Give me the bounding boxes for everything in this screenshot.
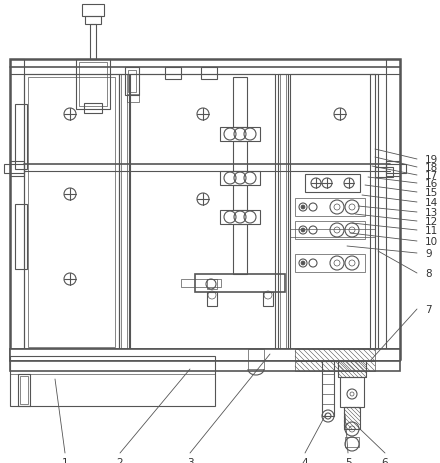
Bar [290, 75, 375, 354]
Polygon shape [344, 407, 360, 429]
Text: 13: 13 [425, 207, 438, 218]
Bar [248, 349, 264, 369]
Bar [338, 361, 366, 377]
Bar [233, 186, 247, 211]
Text: 2: 2 [117, 457, 123, 463]
Bar [295, 255, 365, 272]
Bar [375, 168, 393, 178]
Polygon shape [338, 361, 366, 377]
Bar [10, 361, 400, 371]
Bar [233, 142, 247, 172]
Text: 9: 9 [425, 249, 432, 258]
Bar [338, 361, 366, 377]
Bar [340, 377, 364, 407]
Bar [79, 63, 107, 107]
Bar [76, 60, 110, 110]
Text: 17: 17 [425, 171, 438, 181]
Bar [15, 205, 27, 269]
Bar [195, 275, 285, 292]
Text: 3: 3 [187, 457, 193, 463]
Text: 11: 11 [425, 225, 438, 236]
Circle shape [301, 206, 305, 210]
Bar [119, 75, 129, 349]
Bar [295, 221, 365, 239]
Text: 10: 10 [425, 237, 438, 246]
Bar [10, 356, 215, 406]
Bar [128, 71, 136, 93]
Bar [130, 75, 275, 349]
Bar [344, 407, 360, 429]
Text: 6: 6 [381, 457, 389, 463]
Bar [295, 361, 375, 371]
Text: 12: 12 [425, 217, 438, 226]
Bar [90, 25, 96, 60]
Text: 16: 16 [425, 179, 438, 188]
Text: 15: 15 [425, 188, 438, 198]
Text: 1: 1 [62, 457, 68, 463]
Bar [181, 279, 221, 288]
Bar [322, 361, 334, 416]
Bar [295, 349, 375, 361]
Bar [220, 172, 260, 186]
Bar [370, 75, 378, 364]
Bar [10, 60, 24, 359]
Bar [207, 279, 217, 289]
Bar [10, 349, 400, 361]
Bar [345, 437, 359, 447]
Text: 4: 4 [302, 457, 308, 463]
Text: 8: 8 [425, 269, 432, 278]
Bar [386, 60, 400, 359]
Bar [305, 175, 360, 193]
Bar [15, 105, 27, 169]
Bar [278, 75, 288, 354]
Polygon shape [295, 349, 375, 361]
Text: 19: 19 [425, 155, 438, 165]
Bar [233, 225, 247, 275]
Bar [280, 75, 286, 354]
Bar [386, 162, 400, 176]
Bar [10, 162, 24, 176]
Polygon shape [295, 361, 375, 371]
Bar [28, 78, 115, 347]
Bar [220, 128, 260, 142]
Text: 7: 7 [425, 304, 432, 314]
Bar [18, 374, 30, 406]
Bar [82, 5, 104, 17]
Text: 14: 14 [425, 198, 438, 207]
Bar [263, 292, 273, 307]
Bar [85, 17, 101, 25]
Bar [220, 211, 260, 225]
Bar [127, 95, 139, 103]
Bar [84, 104, 102, 114]
Bar [24, 75, 119, 349]
Text: 18: 18 [425, 163, 438, 173]
Text: 5: 5 [345, 457, 351, 463]
Bar [207, 292, 217, 307]
Bar [386, 165, 406, 174]
Bar [165, 68, 181, 80]
Bar [4, 165, 24, 174]
Bar [295, 199, 365, 217]
Bar [344, 407, 360, 429]
Bar [20, 376, 28, 404]
Bar [290, 230, 375, 238]
Bar [125, 68, 139, 96]
Bar [121, 75, 127, 349]
Bar [10, 60, 400, 359]
Circle shape [301, 229, 305, 232]
Bar [233, 78, 247, 128]
Circle shape [301, 262, 305, 265]
Bar [201, 68, 217, 80]
